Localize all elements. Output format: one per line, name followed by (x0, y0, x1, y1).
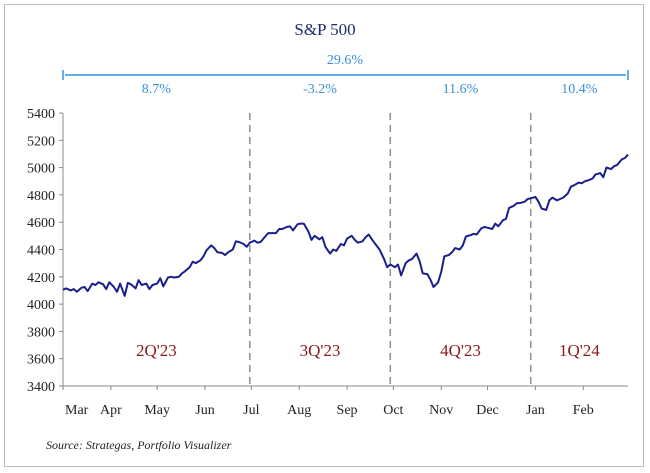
y-tick-label: 4800 (27, 189, 55, 204)
y-tick-label: 3400 (27, 380, 55, 395)
quarter-return-label: 11.6% (443, 82, 479, 97)
x-tick-label: Aug (287, 403, 311, 418)
quarter-labels: 2Q'23 3Q'23 4Q'23 1Q'24 (136, 341, 600, 360)
quarter-return-label: -3.2% (303, 82, 337, 97)
x-tick-label: Nov (429, 403, 453, 418)
quarter-label: 3Q'23 (300, 341, 341, 360)
y-tick-label: 4200 (27, 271, 55, 286)
y-tick-label: 4400 (27, 244, 55, 259)
quarter-return-label: 8.7% (142, 82, 172, 97)
total-return-label: 29.6% (327, 53, 364, 68)
y-tick-label: 5000 (27, 162, 55, 177)
quarter-label: 1Q'24 (559, 341, 600, 360)
y-tick-label: 3600 (27, 353, 55, 368)
series-group (62, 153, 629, 297)
sp500-series-line (62, 153, 629, 297)
y-axis-ticks: 5400 5200 5000 4800 4600 4400 4200 4000 3800 3600… (27, 107, 63, 395)
x-tick-label: Jun (195, 403, 214, 418)
x-tick-label: Sep (337, 403, 358, 418)
y-tick-label: 5400 (27, 107, 55, 122)
x-tick-label: Feb (573, 403, 594, 418)
y-tick-label: 4600 (27, 216, 55, 231)
y-tick-label: 3800 (27, 325, 55, 340)
chart-title: S&P 500 (294, 20, 355, 39)
x-tick-label: Apr (100, 403, 122, 418)
total-return-bracket (62, 70, 629, 80)
x-tick-label: Mar (65, 403, 89, 418)
x-tick-label: May (144, 403, 170, 418)
x-tick-label: Oct (383, 403, 403, 418)
y-tick-label: 4000 (27, 298, 55, 313)
quarter-return-label: 10.4% (561, 82, 598, 97)
x-tick-label: Dec (476, 403, 499, 418)
quarter-label: 4Q'23 (440, 341, 481, 360)
quarter-dividers (249, 113, 532, 386)
x-tick-label: Jan (526, 403, 545, 418)
y-tick-label: 5200 (27, 134, 55, 149)
quarter-return-labels: 8.7% -3.2% 11.6% 10.4% (142, 82, 598, 97)
source-note: Source: Strategas, Portfolio Visualizer (46, 438, 232, 452)
quarter-label: 2Q'23 (136, 341, 177, 360)
x-axis-ticks: Mar Apr May Jun Jul Aug Sep Oct Nov Dec Jan Feb (62, 386, 594, 418)
axes (62, 113, 628, 387)
x-tick-label: Jul (243, 403, 259, 418)
